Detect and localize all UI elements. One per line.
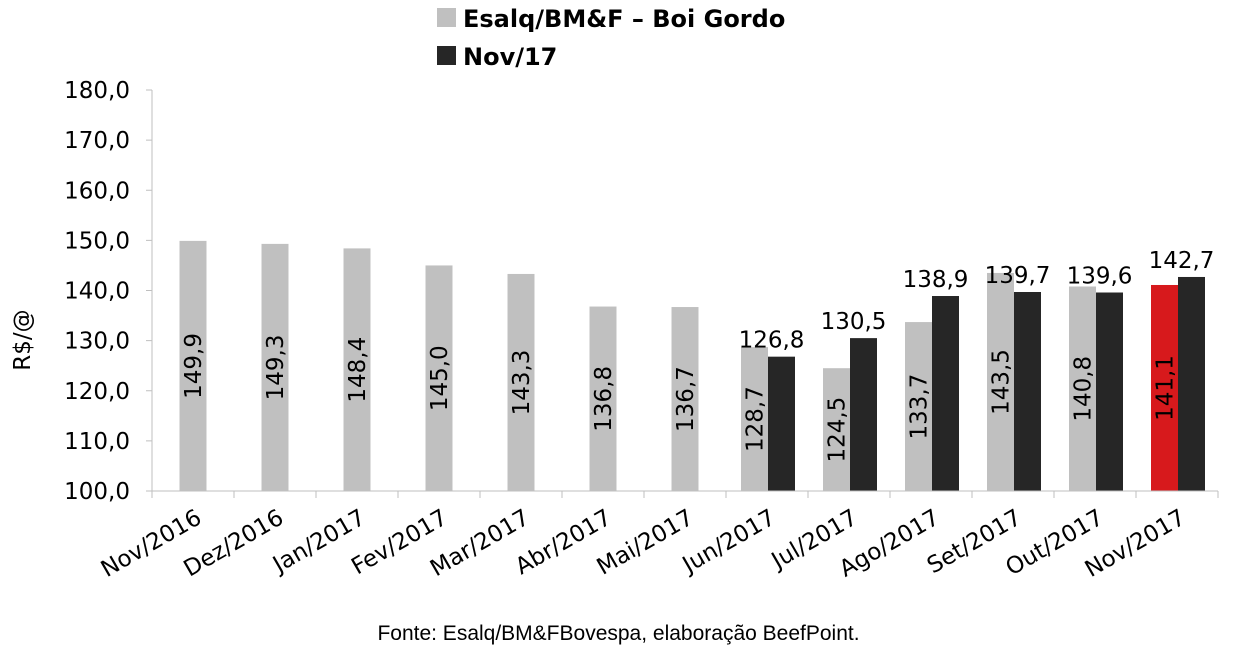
legend-label: Nov/17 bbox=[463, 43, 557, 71]
y-tick-label: 160,0 bbox=[64, 178, 130, 204]
bar-label-boi-gordo: 124,5 bbox=[825, 397, 851, 463]
y-tick-label: 170,0 bbox=[64, 128, 130, 154]
bar-label-boi-gordo: 148,4 bbox=[345, 337, 371, 403]
bar-boi-gordo bbox=[987, 272, 1014, 491]
bar-label-nov-17: 130,5 bbox=[821, 309, 887, 335]
bar-boi-gordo bbox=[589, 306, 617, 491]
bars bbox=[179, 240, 1205, 491]
bar-label-nov-17: 138,9 bbox=[903, 267, 969, 293]
bar-nov-17 bbox=[1014, 292, 1041, 491]
bar-nov-17 bbox=[1096, 292, 1123, 491]
bar-label-boi-gordo: 145,0 bbox=[427, 345, 453, 411]
bar-label-boi-gordo: 133,7 bbox=[907, 374, 933, 440]
bar-boi-gordo bbox=[343, 248, 371, 491]
bar-label-boi-gordo: 149,9 bbox=[181, 333, 207, 399]
y-axis: 100,0 110,0 120,0 130,0 140,0 150,0 160,0 170,0… bbox=[64, 78, 153, 505]
bar-boi-gordo bbox=[823, 368, 850, 491]
bar-label-nov-17: 139,6 bbox=[1067, 264, 1133, 290]
bar-label-boi-gordo: 140,8 bbox=[1071, 356, 1097, 422]
bar-nov-17 bbox=[932, 296, 959, 491]
bar-boi-gordo bbox=[507, 273, 535, 491]
legend-label: Esalq/BM&F – Boi Gordo bbox=[463, 5, 785, 33]
y-tick-label: 120,0 bbox=[64, 379, 130, 405]
bar-nov-17 bbox=[850, 338, 877, 491]
y-axis-label: R$/@ bbox=[10, 309, 36, 370]
source-note: Fonte: Esalq/BM&FBovespa, elaboração Bee… bbox=[377, 622, 860, 645]
bar-nov-17 bbox=[768, 356, 795, 491]
legend-swatch bbox=[437, 8, 456, 27]
x-tick-label: Jun/2017 bbox=[677, 505, 780, 580]
y-tick-label: 140,0 bbox=[64, 279, 130, 305]
bar-label-nov-17: 126,8 bbox=[739, 328, 805, 354]
bar-boi-gordo bbox=[671, 307, 699, 491]
bar-boi-gordo bbox=[179, 240, 207, 491]
y-tick-label: 150,0 bbox=[64, 228, 130, 254]
bar-label-boi-gordo: 149,3 bbox=[263, 335, 289, 401]
x-axis: Nov/2016Dez/2016Jan/2017Fev/2017Mar/2017… bbox=[97, 490, 1219, 583]
bar-label-boi-gordo: 143,5 bbox=[989, 349, 1015, 415]
bar-nov-17 bbox=[1178, 276, 1205, 491]
bar-boi-gordo bbox=[741, 347, 768, 491]
legend-swatch bbox=[437, 46, 456, 65]
y-tick-label: 100,0 bbox=[64, 479, 130, 505]
bar-label-nov-17: 139,7 bbox=[985, 263, 1051, 289]
y-tick-label: 110,0 bbox=[64, 429, 130, 455]
bar-boi-gordo bbox=[1069, 286, 1096, 491]
bar-boi-gordo bbox=[905, 322, 932, 491]
bar-label-boi-gordo: 143,3 bbox=[509, 350, 535, 416]
bar-boi-gordo bbox=[261, 243, 289, 491]
bar-boi-gordo bbox=[1151, 284, 1178, 491]
y-tick-label: 130,0 bbox=[64, 329, 130, 355]
bar-labels: 149,9 149,3 148,4 145,0 143,3 136,8 136,7 128,7… bbox=[181, 248, 1214, 463]
bar-label-boi-gordo: 141,1 bbox=[1153, 355, 1179, 421]
bar-boi-gordo bbox=[425, 265, 453, 491]
bar-label-boi-gordo: 136,7 bbox=[673, 366, 699, 432]
bar-label-boi-gordo: 128,7 bbox=[743, 386, 769, 452]
y-tick-label: 180,0 bbox=[64, 78, 130, 104]
bar-label-boi-gordo: 136,8 bbox=[591, 366, 617, 432]
chart-legend: Esalq/BM&F – Boi Gordo Nov/17 bbox=[437, 5, 785, 71]
bar-label-nov-17: 142,7 bbox=[1149, 248, 1215, 274]
